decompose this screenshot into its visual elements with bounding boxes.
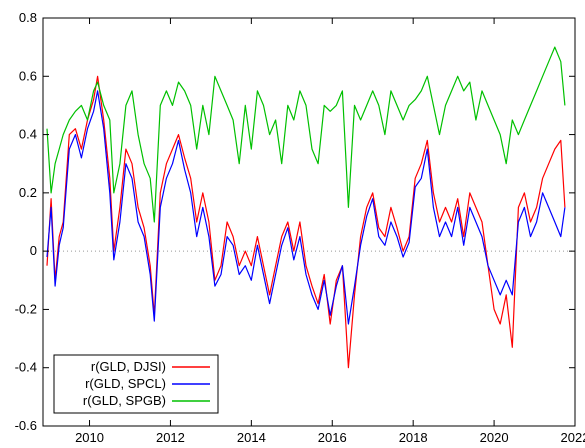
x-tick-label: 2014: [237, 430, 266, 445]
y-tick-label: 0.6: [19, 68, 37, 83]
legend-label-3: r(GLD, SPGB): [83, 393, 166, 408]
y-tick-label: 0: [30, 243, 37, 258]
legend-label-1: r(GLD, DJSI): [91, 359, 166, 374]
y-tick-label: -0.6: [15, 418, 37, 433]
tick-marks: [43, 17, 576, 427]
x-tick-label: 2020: [480, 430, 509, 445]
y-tick-label: -0.4: [15, 360, 37, 375]
y-tick-label: 0.4: [19, 127, 37, 142]
series-line-1: [46, 75, 566, 369]
plot-frame: [42, 17, 576, 427]
series-line-2: [46, 90, 566, 325]
legend: r(GLD, DJSI) r(GLD, SPCL) r(GLD, SPGB): [53, 354, 219, 414]
y-tick-label: 0.8: [19, 10, 37, 25]
x-tick-labels: 2010 2012 2014 2016 2018 2020 2022: [75, 430, 585, 445]
series-line-3: [46, 46, 566, 223]
x-tick-label: 2016: [318, 430, 347, 445]
y-tick-label: -0.2: [15, 301, 37, 316]
legend-label-2: r(GLD, SPCL): [85, 376, 166, 391]
x-tick-label: 2010: [75, 430, 104, 445]
x-tick-label: 2022: [561, 430, 585, 445]
x-tick-label: 2012: [156, 430, 185, 445]
x-tick-label: 2018: [399, 430, 428, 445]
y-tick-label: 0.2: [19, 185, 37, 200]
series-layer: [46, 46, 566, 369]
y-tick-labels: -0.6 -0.4 -0.2 0 0.2 0.4 0.6 0.8: [15, 10, 37, 433]
